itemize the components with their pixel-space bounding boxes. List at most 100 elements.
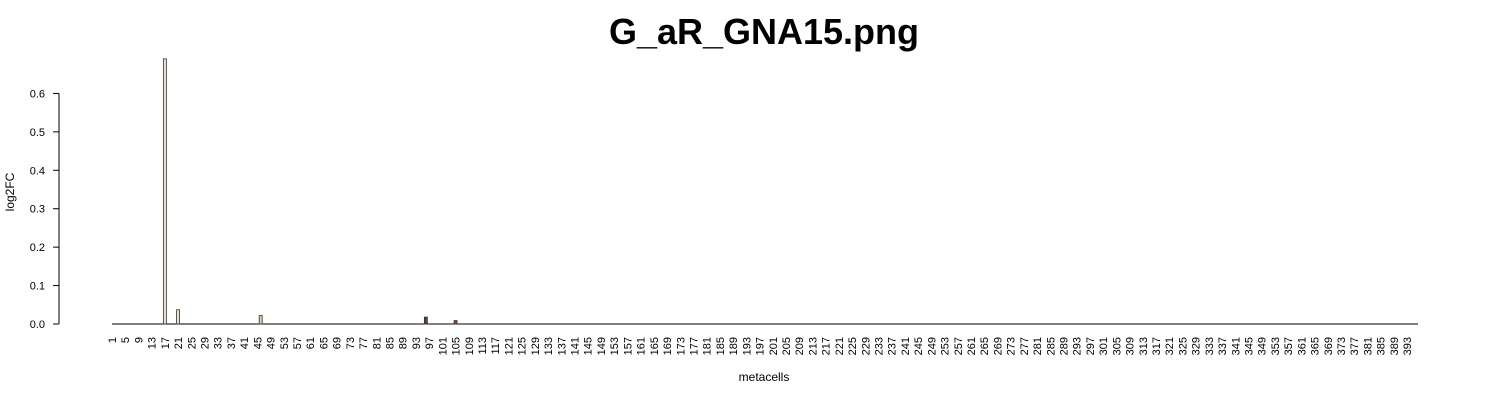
x-tick-label: 165 <box>649 337 661 355</box>
bar <box>453 320 458 325</box>
y-tick-label: 0.1 <box>30 281 45 293</box>
x-tick-label: 29 <box>200 337 212 349</box>
x-tick-label: 353 <box>1270 337 1282 355</box>
x-tick-label: 389 <box>1389 337 1401 355</box>
x-tick-label: 329 <box>1191 337 1203 355</box>
y-tick-label: 0.6 <box>30 88 45 100</box>
x-tick-label: 229 <box>860 337 872 355</box>
x-tick-label: 77 <box>358 337 370 349</box>
x-tick-label: 357 <box>1283 337 1295 355</box>
x-tick-label: 341 <box>1230 337 1242 355</box>
x-tick-label: 381 <box>1362 337 1374 355</box>
x-tick-label: 317 <box>1151 337 1163 355</box>
x-tick-label: 289 <box>1058 337 1070 355</box>
x-tick-label: 321 <box>1164 337 1176 355</box>
x-tick-label: 189 <box>728 337 740 355</box>
x-tick-label: 345 <box>1244 337 1256 355</box>
x-tick-label: 197 <box>755 337 767 355</box>
x-tick-label: 65 <box>318 337 330 349</box>
x-tick-label: 85 <box>385 337 397 349</box>
x-tick-label: 233 <box>873 337 885 355</box>
x-tick-label: 21 <box>173 337 185 349</box>
x-tick-label: 269 <box>992 337 1004 355</box>
x-tick-label: 117 <box>490 337 502 355</box>
x-tick-label: 337 <box>1217 337 1229 355</box>
x-tick-label: 205 <box>781 337 793 355</box>
bars <box>112 58 1418 325</box>
y-tick-label: 0.5 <box>30 127 45 139</box>
x-tick-label: 181 <box>702 337 714 355</box>
x-tick-label: 349 <box>1257 337 1269 355</box>
x-tick-label: 113 <box>477 337 489 355</box>
y-axis-label: log2FC <box>3 172 17 211</box>
x-tick-label: 5 <box>120 337 132 343</box>
x-tick-label: 17 <box>160 337 172 349</box>
x-tick-label: 61 <box>305 337 317 349</box>
y-axis: 0.0 0.1 0.2 0.3 0.4 0.5 0.6 <box>30 88 60 331</box>
x-tick-label: 361 <box>1296 337 1308 355</box>
x-tick-label: 209 <box>794 337 806 355</box>
x-tick-label: 89 <box>398 337 410 349</box>
x-tick-label: 253 <box>940 337 952 355</box>
y-tick-label: 0.2 <box>30 242 45 254</box>
x-tick-label: 281 <box>1032 337 1044 355</box>
x-tick-label: 385 <box>1376 337 1388 355</box>
x-tick-label: 169 <box>662 337 674 355</box>
x-tick-label: 297 <box>1085 337 1097 355</box>
x-tick-label: 221 <box>834 337 846 355</box>
x-tick-label: 149 <box>596 337 608 355</box>
x-tick-label: 217 <box>821 337 833 355</box>
x-tick-label: 33 <box>213 337 225 349</box>
x-tick-label: 101 <box>437 337 449 355</box>
x-tick-label: 185 <box>715 337 727 355</box>
y-tick-label: 0.0 <box>30 319 45 331</box>
x-tick-label: 177 <box>688 337 700 355</box>
x-tick-label: 157 <box>622 337 634 355</box>
x-tick-label: 193 <box>741 337 753 355</box>
chart-title: G_aR_GNA15.png <box>609 11 919 52</box>
x-tick-label: 377 <box>1349 337 1361 355</box>
x-tick-label: 137 <box>556 337 568 355</box>
x-tick-label: 161 <box>636 337 648 355</box>
x-tick-label: 93 <box>411 337 423 349</box>
x-tick-label: 261 <box>966 337 978 355</box>
x-tick-label: 373 <box>1336 337 1348 355</box>
x-tick-label: 213 <box>807 337 819 355</box>
x-tick-label: 245 <box>913 337 925 355</box>
x-tick-label: 313 <box>1138 337 1150 355</box>
x-tick-label: 173 <box>675 337 687 355</box>
x-tick-label: 273 <box>1006 337 1018 355</box>
x-tick-label: 365 <box>1310 337 1322 355</box>
x-tick-label: 153 <box>609 337 621 355</box>
x-tick-label: 45 <box>252 337 264 349</box>
x-tick-label: 201 <box>768 337 780 355</box>
x-tick-label: 73 <box>345 337 357 349</box>
x-tick-label: 265 <box>979 337 991 355</box>
y-tick-label: 0.3 <box>30 204 45 216</box>
x-tick-label: 121 <box>503 337 515 355</box>
x-tick-label: 369 <box>1323 337 1335 355</box>
bar <box>423 316 428 325</box>
x-tick-label: 325 <box>1177 337 1189 355</box>
x-tick-label: 41 <box>239 337 251 349</box>
x-tick-label: 309 <box>1125 337 1137 355</box>
x-tick-label: 305 <box>1111 337 1123 355</box>
x-tick-label: 1 <box>107 337 119 343</box>
x-tick-label: 293 <box>1072 337 1084 355</box>
x-tick-label: 57 <box>292 337 304 349</box>
x-tick-label: 145 <box>583 337 595 355</box>
y-tick-label: 0.4 <box>30 165 45 177</box>
x-tick-label: 285 <box>1045 337 1057 355</box>
x-tick-label: 105 <box>451 337 463 355</box>
x-tick-label: 13 <box>147 337 159 349</box>
x-tick-label: 9 <box>133 337 145 343</box>
x-axis: 1 5 9 13 17 21 25 29 33 37 41 45 49 53 57 61 65 69 73 77 81 8… <box>107 337 1414 355</box>
bar <box>258 315 263 325</box>
x-tick-label: 49 <box>266 337 278 349</box>
x-tick-label: 241 <box>900 337 912 355</box>
x-tick-label: 333 <box>1204 337 1216 355</box>
x-tick-label: 301 <box>1098 337 1110 355</box>
x-tick-label: 141 <box>570 337 582 355</box>
bar <box>176 309 180 325</box>
x-tick-label: 237 <box>887 337 899 355</box>
